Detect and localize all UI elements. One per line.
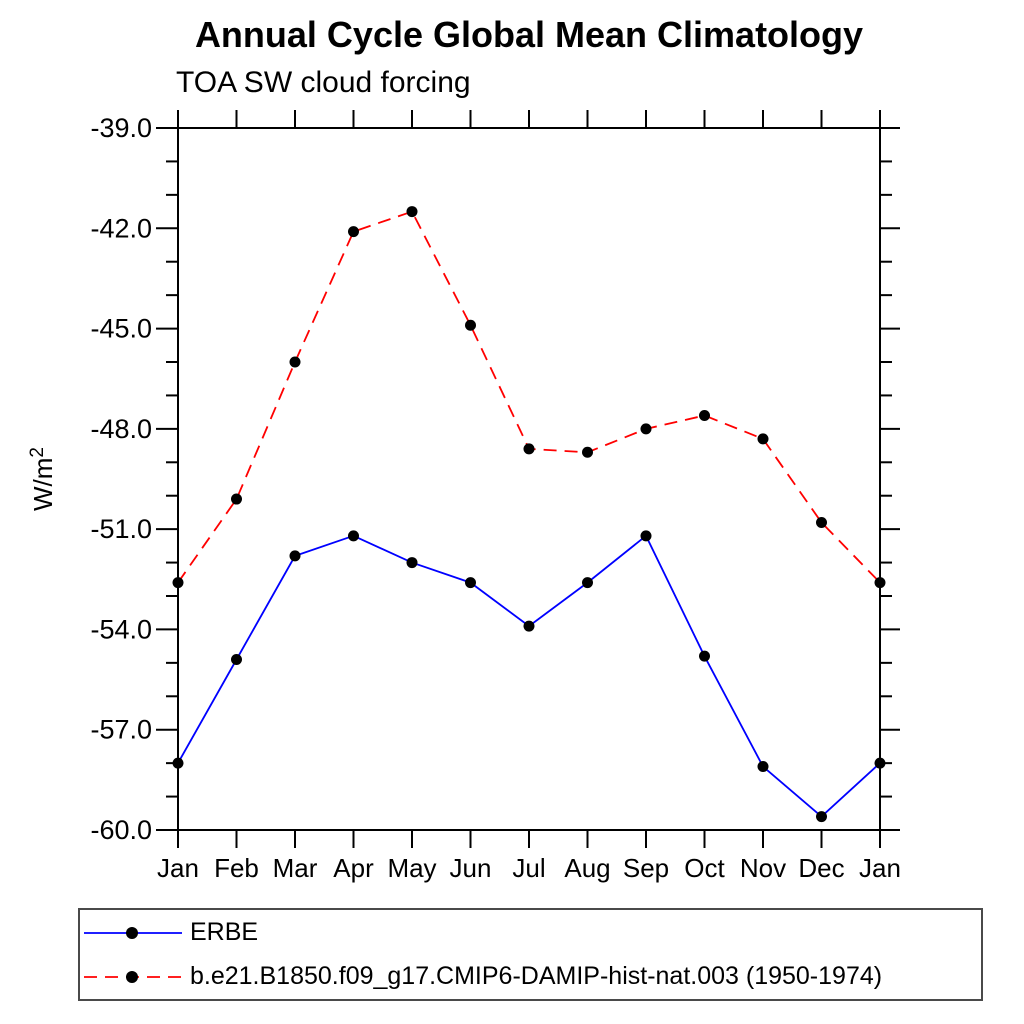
legend-line-sample-erbe-icon	[84, 926, 182, 939]
x-tick-label: Feb	[214, 853, 259, 883]
data-point-marker	[640, 423, 652, 435]
data-point-marker	[582, 446, 593, 458]
y-tick-label: -45.0	[90, 314, 152, 344]
data-point-marker	[874, 757, 886, 769]
x-tick-label: Jan	[157, 853, 199, 883]
y-axis-title: W/m2	[27, 447, 58, 511]
data-point-marker	[465, 577, 476, 589]
axis-box	[177, 127, 881, 831]
data-point-marker	[699, 650, 710, 662]
x-tick-label: Dec	[798, 853, 844, 883]
data-point-marker	[289, 356, 301, 368]
data-point-marker	[816, 516, 827, 528]
legend-sample-marker	[126, 926, 138, 939]
series-line-0	[177, 534, 881, 818]
data-point-marker	[172, 577, 184, 589]
data-point-marker	[874, 577, 886, 589]
series-line-1	[177, 210, 881, 584]
x-tick-label: Jan	[859, 853, 901, 883]
y-tick-label: -51.0	[90, 514, 152, 544]
data-point-marker	[231, 493, 242, 505]
x-tick-label: Nov	[740, 853, 786, 883]
x-tick-label: Aug	[564, 853, 610, 883]
x-tick-label: Jun	[450, 853, 492, 883]
data-point-marker	[465, 319, 476, 331]
x-tick-label: Jul	[512, 853, 545, 883]
y-tick-label: -57.0	[90, 715, 152, 745]
data-point-marker	[523, 620, 535, 632]
data-point-marker	[582, 577, 593, 589]
x-tick-label: Sep	[623, 853, 669, 883]
y-tick-label: -48.0	[90, 414, 152, 444]
legend-item-erbe: ERBE	[80, 911, 981, 955]
data-point-marker	[289, 550, 301, 562]
y-tick-label: -42.0	[90, 213, 152, 243]
legend-line-sample-model-icon	[84, 970, 182, 983]
y-tick-label: -60.0	[90, 815, 152, 845]
data-point-marker	[231, 654, 242, 666]
x-tick-label: May	[387, 853, 436, 883]
data-point-marker	[757, 760, 769, 772]
legend-item-model: b.e21.B1850.f09_g17.CMIP6-DAMIP-hist-nat…	[80, 955, 981, 999]
legend-sample-marker	[126, 970, 138, 983]
x-tick-label: Apr	[333, 853, 374, 883]
legend-label-erbe: ERBE	[190, 918, 259, 946]
legend: ERBE b.e21.B1850.f09_g17.CMIP6-DAMIP-his…	[78, 908, 983, 1001]
data-point-marker	[348, 226, 359, 238]
chart-subtitle: TOA SW cloud forcing	[176, 66, 471, 99]
x-tick-label: Oct	[684, 853, 725, 883]
y-tick-label: -54.0	[90, 614, 152, 644]
x-tick-label: Mar	[273, 853, 318, 883]
data-point-marker	[640, 530, 652, 542]
data-point-marker	[757, 433, 769, 445]
legend-label-model: b.e21.B1850.f09_g17.CMIP6-DAMIP-hist-nat…	[190, 962, 883, 990]
y-tick-label: -39.0	[90, 113, 152, 143]
data-point-marker	[172, 757, 184, 769]
data-point-marker	[406, 206, 418, 218]
data-point-marker	[348, 530, 359, 542]
data-point-marker	[523, 443, 535, 455]
data-point-marker	[406, 557, 418, 569]
data-point-marker	[699, 409, 710, 421]
chart-title: Annual Cycle Global Mean Climatology	[194, 14, 864, 55]
data-point-marker	[816, 811, 827, 823]
